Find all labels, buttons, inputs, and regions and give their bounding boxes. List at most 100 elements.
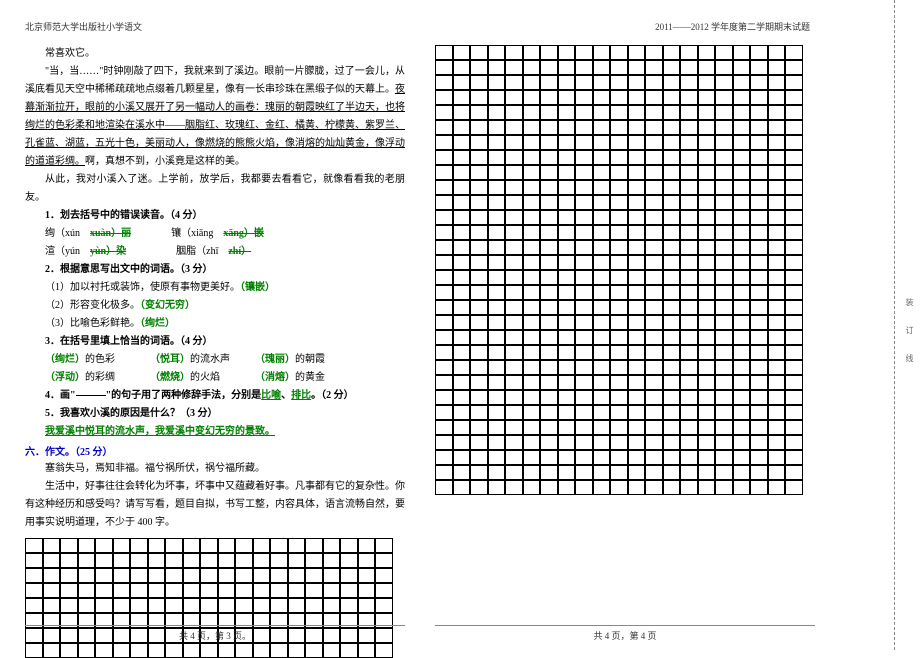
grid-cell bbox=[505, 450, 523, 465]
grid-row bbox=[435, 45, 810, 60]
grid-cell bbox=[663, 405, 681, 420]
grid-cell bbox=[523, 375, 541, 390]
grid-cell bbox=[750, 105, 768, 120]
grid-cell bbox=[470, 90, 488, 105]
grid-cell bbox=[680, 90, 698, 105]
grid-cell bbox=[523, 150, 541, 165]
grid-cell bbox=[218, 598, 236, 613]
grid-cell bbox=[698, 180, 716, 195]
grid-cell bbox=[148, 598, 166, 613]
grid-cell bbox=[593, 450, 611, 465]
grid-cell bbox=[663, 135, 681, 150]
grid-cell bbox=[610, 270, 628, 285]
grid-cell bbox=[663, 300, 681, 315]
grid-cell bbox=[305, 583, 323, 598]
grid-cell bbox=[768, 480, 786, 495]
grid-cell bbox=[680, 240, 698, 255]
passage: 常喜欢它。 "当，当……"时钟刚敲了四下，我就来到了溪边。眼前一片朦胧，过了一会… bbox=[25, 45, 405, 207]
grid-cell bbox=[785, 180, 803, 195]
grid-cell bbox=[60, 568, 78, 583]
grid-cell bbox=[488, 225, 506, 240]
grid-cell bbox=[523, 195, 541, 210]
grid-cell bbox=[43, 598, 61, 613]
grid-cell bbox=[43, 583, 61, 598]
grid-cell bbox=[470, 405, 488, 420]
grid-cell bbox=[505, 90, 523, 105]
grid-cell bbox=[645, 75, 663, 90]
grid-cell bbox=[523, 45, 541, 60]
grid-cell bbox=[165, 598, 183, 613]
grid-cell bbox=[768, 300, 786, 315]
grid-cell bbox=[575, 450, 593, 465]
grid-cell bbox=[768, 345, 786, 360]
grid-cell bbox=[680, 375, 698, 390]
grid-cell bbox=[610, 180, 628, 195]
grid-cell bbox=[305, 538, 323, 553]
grid-cell bbox=[235, 598, 253, 613]
grid-cell bbox=[470, 75, 488, 90]
grid-cell bbox=[540, 375, 558, 390]
grid-cell bbox=[575, 60, 593, 75]
grid-cell bbox=[95, 583, 113, 598]
grid-cell bbox=[680, 75, 698, 90]
grid-row bbox=[435, 105, 810, 120]
grid-cell bbox=[785, 45, 803, 60]
grid-cell bbox=[575, 90, 593, 105]
grid-cell bbox=[715, 180, 733, 195]
grid-cell bbox=[470, 315, 488, 330]
grid-cell bbox=[628, 60, 646, 75]
grid-row bbox=[435, 375, 810, 390]
grid-cell bbox=[540, 45, 558, 60]
grid-cell bbox=[505, 165, 523, 180]
grid-cell bbox=[113, 553, 131, 568]
grid-cell bbox=[523, 420, 541, 435]
grid-cell bbox=[663, 270, 681, 285]
grid-cell bbox=[558, 270, 576, 285]
grid-cell bbox=[768, 150, 786, 165]
grid-cell bbox=[768, 255, 786, 270]
grid-cell bbox=[165, 643, 183, 658]
grid-cell bbox=[435, 285, 453, 300]
grid-cell bbox=[680, 345, 698, 360]
grid-cell bbox=[575, 315, 593, 330]
binding-line: 装订线 bbox=[894, 0, 915, 650]
grid-cell bbox=[680, 300, 698, 315]
grid-cell bbox=[470, 60, 488, 75]
composition-prompt: 塞翁失马，焉知非福。福兮祸所伏，祸兮福所藏。 生活中，好事往往会转化为坏事，坏事… bbox=[25, 460, 405, 532]
grid-cell bbox=[558, 345, 576, 360]
grid-cell bbox=[435, 195, 453, 210]
grid-cell bbox=[488, 150, 506, 165]
grid-cell bbox=[358, 598, 376, 613]
grid-cell bbox=[785, 375, 803, 390]
grid-cell bbox=[785, 450, 803, 465]
grid-cell bbox=[375, 538, 393, 553]
grid-cell bbox=[165, 583, 183, 598]
grid-cell bbox=[540, 270, 558, 285]
grid-cell bbox=[435, 60, 453, 75]
grid-cell bbox=[645, 375, 663, 390]
grid-cell bbox=[750, 180, 768, 195]
grid-cell bbox=[663, 225, 681, 240]
grid-cell bbox=[453, 435, 471, 450]
grid-cell bbox=[645, 105, 663, 120]
grid-cell bbox=[523, 315, 541, 330]
grid-cell bbox=[680, 360, 698, 375]
grid-cell bbox=[505, 345, 523, 360]
grid-cell bbox=[733, 195, 751, 210]
grid-cell bbox=[663, 75, 681, 90]
grid-cell bbox=[698, 285, 716, 300]
grid-cell bbox=[270, 583, 288, 598]
grid-cell bbox=[733, 300, 751, 315]
grid-cell bbox=[593, 480, 611, 495]
grid-cell bbox=[750, 150, 768, 165]
grid-cell bbox=[575, 300, 593, 315]
grid-cell bbox=[305, 568, 323, 583]
grid-cell bbox=[785, 420, 803, 435]
q1-strike-2: xāng）嵌 bbox=[223, 228, 264, 239]
grid-cell bbox=[435, 90, 453, 105]
grid-cell bbox=[95, 538, 113, 553]
grid-cell bbox=[453, 180, 471, 195]
grid-cell bbox=[768, 420, 786, 435]
grid-cell bbox=[505, 195, 523, 210]
grid-cell bbox=[733, 330, 751, 345]
